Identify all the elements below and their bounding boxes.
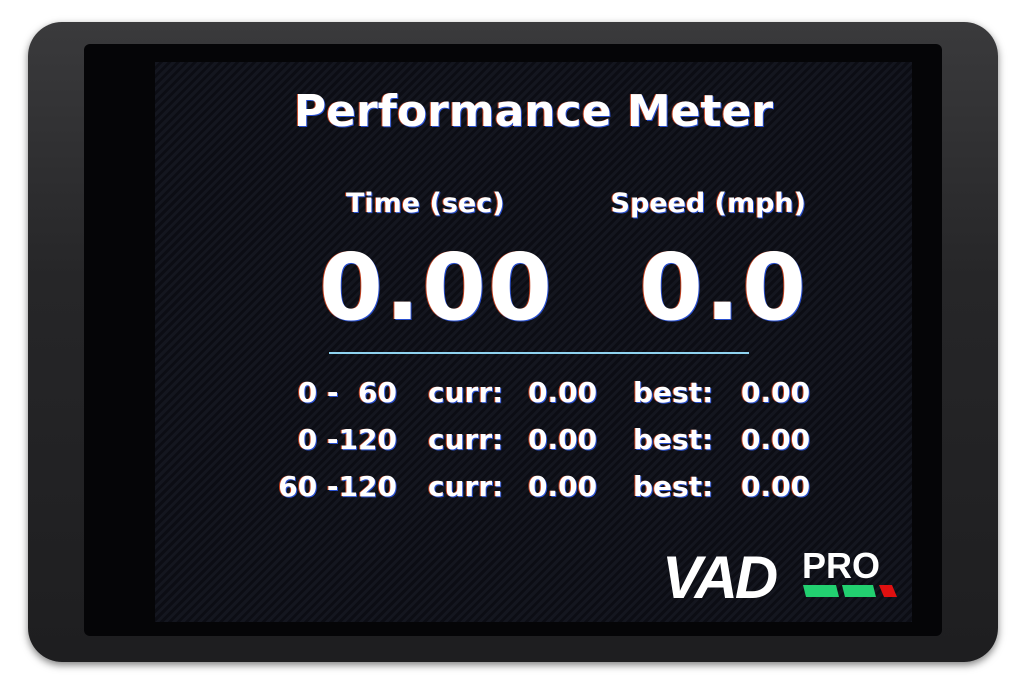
speed-value: 0.0 [639, 234, 808, 341]
curr-value: 0.00 [528, 423, 598, 456]
curr-value: 0.00 [528, 376, 598, 409]
time-label: Time (sec) [346, 188, 505, 219]
range-label: 0 - 60 [297, 376, 397, 409]
best-label: best: [633, 470, 714, 503]
best-label: best: [633, 423, 714, 456]
curr-label: curr: [428, 376, 504, 409]
vadpro-logo: VAD PRO [662, 544, 897, 604]
curr-label: curr: [428, 423, 504, 456]
screen: Performance Meter Time (sec) Speed (mph)… [155, 62, 912, 622]
curr-value: 0.00 [528, 470, 598, 503]
range-label: 60 -120 [278, 470, 397, 503]
time-value: 0.00 [319, 234, 554, 341]
best-value: 0.00 [741, 423, 811, 456]
speed-label: Speed (mph) [610, 188, 807, 219]
range-label: 0 -120 [297, 423, 397, 456]
svg-text:PRO: PRO [802, 545, 880, 586]
best-value: 0.00 [741, 376, 811, 409]
curr-label: curr: [428, 470, 504, 503]
page-title: Performance Meter [293, 86, 774, 137]
best-value: 0.00 [741, 470, 811, 503]
best-label: best: [633, 376, 714, 409]
divider [329, 352, 749, 354]
svg-text:VAD: VAD [662, 544, 777, 604]
